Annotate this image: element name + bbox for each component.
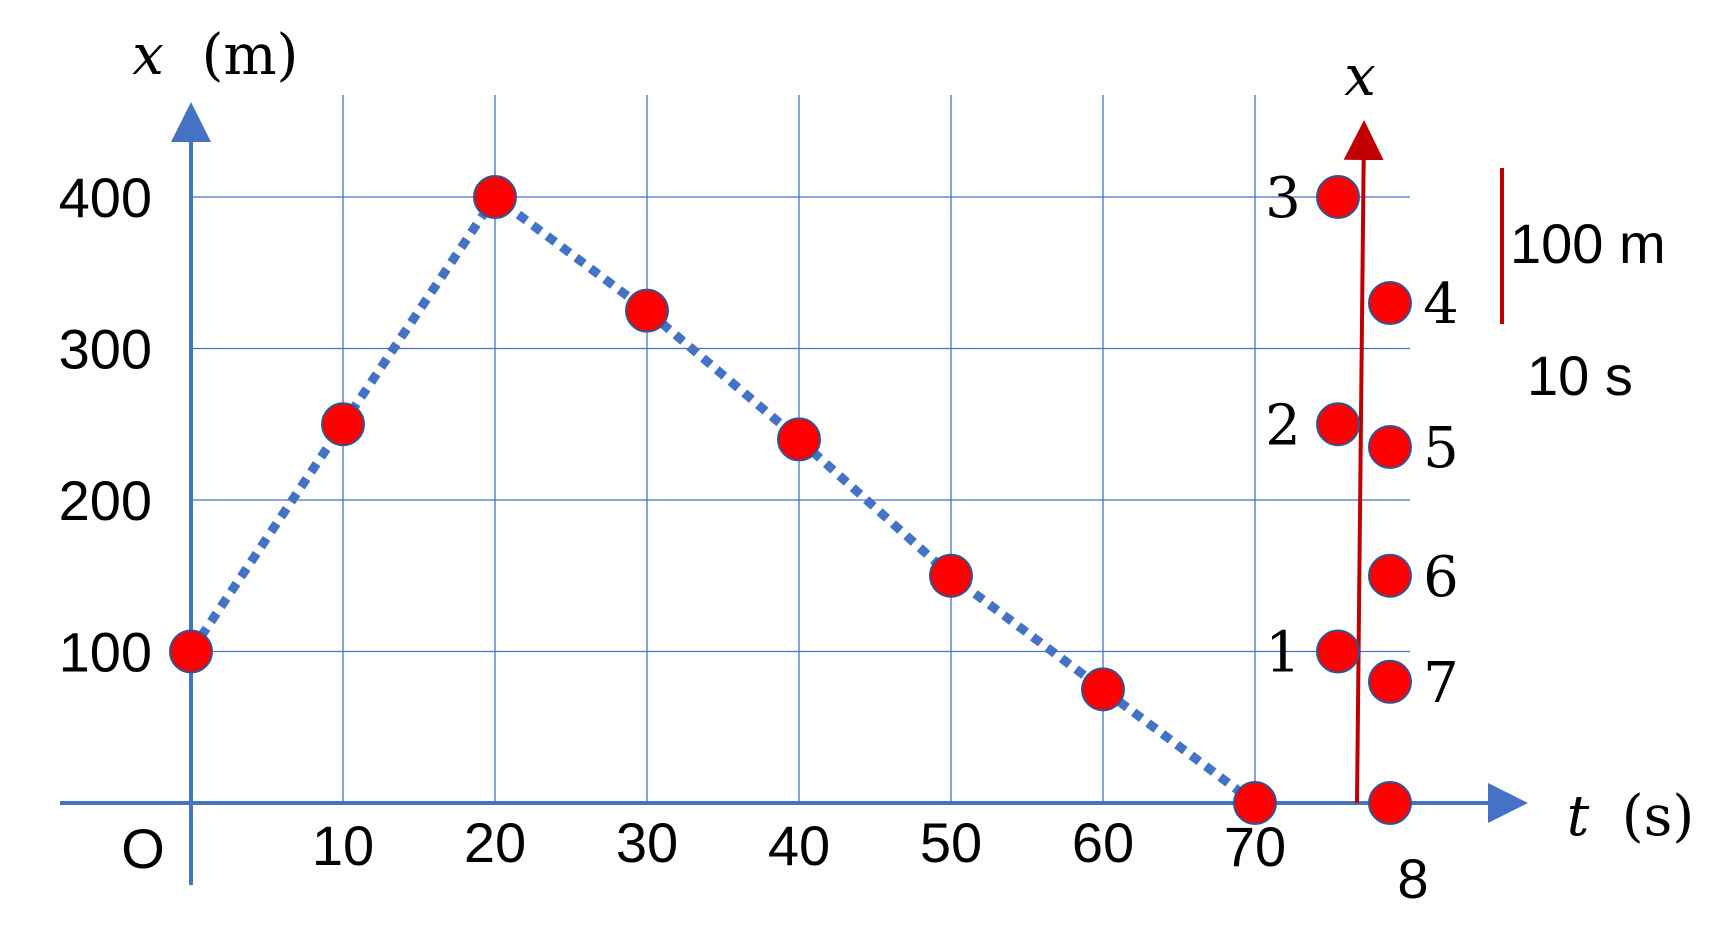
scale-time: 10 s xyxy=(1527,344,1633,407)
position-axis: 1 2 3 4 5 6 7 xyxy=(1265,120,1459,825)
data-point xyxy=(625,288,669,333)
x-axis-variable: t xyxy=(1567,784,1590,849)
y-axis-title: x (m) xyxy=(132,23,298,88)
position-point xyxy=(1368,659,1412,704)
x-tick-label: 70 xyxy=(1224,815,1286,878)
data-point xyxy=(1081,667,1125,712)
position-point xyxy=(1316,402,1360,447)
scale-legend: 100 m 10 s xyxy=(1500,168,1666,407)
x-axis-unit: (s) xyxy=(1622,784,1694,849)
axes xyxy=(60,102,1528,885)
tick-labels: 100 200 300 400 10 20 30 40 50 60 70 8 xyxy=(59,166,1429,910)
position-point-label: 6 xyxy=(1423,545,1459,610)
dotted-line xyxy=(187,190,1258,807)
y-axis-variable: x xyxy=(132,23,164,88)
data-point xyxy=(169,629,213,674)
y-tick-label: 100 xyxy=(59,621,152,684)
origin-label: O xyxy=(121,817,165,880)
y-tick-label: 300 xyxy=(59,318,152,381)
position-point xyxy=(1368,281,1412,326)
y-tick-label: 400 xyxy=(59,166,152,229)
x-axis-title: t (s) xyxy=(1567,784,1694,849)
data-point xyxy=(777,417,821,462)
x-tick-label: 40 xyxy=(768,814,830,877)
position-point-label: 1 xyxy=(1265,621,1301,686)
x-tick-label: 30 xyxy=(616,811,678,874)
x-tick-label: 20 xyxy=(464,811,526,874)
y-axis-unit: (m) xyxy=(202,23,299,88)
position-point xyxy=(1316,629,1360,674)
position-point xyxy=(1316,175,1360,219)
position-axis-label: x xyxy=(1344,44,1376,109)
position-point xyxy=(1368,781,1412,825)
x-tick-label: 8 xyxy=(1397,847,1428,910)
data-point xyxy=(929,553,973,598)
scale-distance: 100 m xyxy=(1510,212,1666,275)
data-point xyxy=(321,402,365,447)
position-point-label: 4 xyxy=(1423,272,1459,337)
position-point xyxy=(1368,553,1412,598)
position-point-label: 7 xyxy=(1423,651,1459,716)
position-point-label: 5 xyxy=(1423,416,1459,481)
position-axis-line xyxy=(1343,120,1384,804)
x-tick-label: 60 xyxy=(1072,811,1134,874)
y-tick-label: 200 xyxy=(59,469,152,532)
position-point-label: 2 xyxy=(1265,393,1301,458)
data-point xyxy=(1233,781,1277,825)
position-point xyxy=(1368,424,1412,469)
x-tick-label: 50 xyxy=(920,811,982,874)
data-series xyxy=(169,175,1277,825)
position-point-label: 3 xyxy=(1265,166,1301,231)
data-point xyxy=(473,175,517,219)
x-tick-label: 10 xyxy=(312,814,374,877)
